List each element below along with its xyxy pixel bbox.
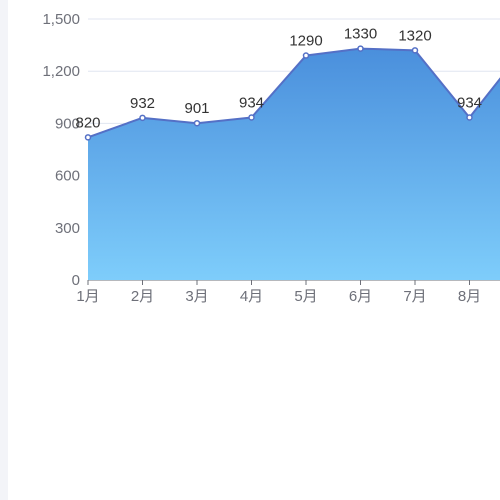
- data-label: 934: [457, 94, 482, 111]
- x-tick-label: 3月: [185, 288, 208, 305]
- area-fill: [88, 48, 500, 280]
- data-labels: 820 932 901 934 1290 1330 1320 934: [75, 26, 482, 132]
- x-tick-label: 6月: [349, 288, 372, 305]
- y-tick-label: 1,500: [42, 11, 80, 28]
- data-label: 1330: [344, 26, 377, 43]
- y-tick-label: 300: [55, 220, 80, 237]
- y-tick-label: 600: [55, 168, 80, 185]
- data-label: 934: [239, 94, 264, 111]
- data-label: 901: [184, 100, 209, 117]
- data-label: 1290: [289, 33, 322, 50]
- x-axis: 1月2月3月4月5月6月7月8月9月: [76, 279, 500, 305]
- y-tick-label: 1,200: [42, 63, 80, 80]
- y-tick-label: 900: [55, 115, 80, 132]
- data-point: [139, 114, 146, 122]
- data-points: [84, 45, 473, 141]
- data-point: [193, 119, 201, 127]
- data-label: 820: [75, 114, 100, 131]
- y-axis: 0 300 600 900 1,200 1,500: [42, 11, 80, 289]
- data-point: [84, 134, 92, 141]
- x-tick-label: 8月: [458, 288, 481, 305]
- x-tick-label: 1月: [76, 288, 99, 305]
- data-label: 1320: [398, 27, 431, 44]
- data-point: [411, 47, 419, 54]
- y-tick-label: 0: [72, 272, 80, 289]
- data-label: 932: [130, 95, 155, 112]
- series-area: [87, 47, 500, 280]
- data-point: [466, 114, 473, 121]
- data-point: [248, 114, 255, 121]
- data-point: [357, 45, 364, 52]
- x-tick-label: 4月: [240, 288, 263, 305]
- x-tick-label: 5月: [294, 288, 317, 305]
- x-tick-label: 2月: [131, 288, 154, 305]
- x-tick-label: 7月: [403, 288, 426, 305]
- data-point: [302, 52, 310, 59]
